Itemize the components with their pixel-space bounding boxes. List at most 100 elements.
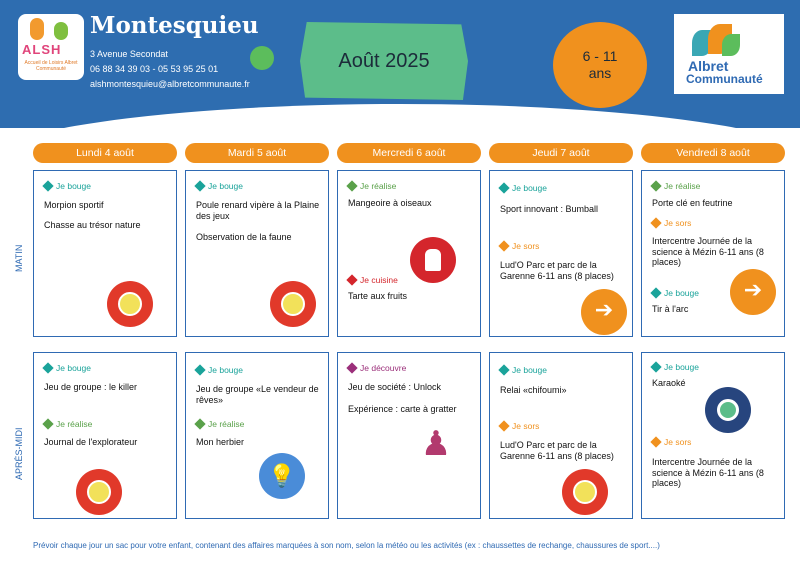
tag-je-bouge: Je bouge [650,361,699,373]
age-unit: ans [588,65,612,81]
tag-je-bouge: Je bouge [194,364,243,376]
tag-je-bouge: Je bouge [650,287,699,299]
activity: Lud'O Parc et parc de la Garenne 6-11 an… [500,260,614,281]
morning-cell-monday: Je bouge Morpion sportif Chasse au tréso… [33,170,177,337]
afternoon-cell-thursday: Je bouge Relai «chifoumi» Je sors Lud'O … [489,352,633,519]
diamond-icon [650,361,662,373]
karaoke-icon [705,387,751,433]
activity: Expérience : carte à gratter [348,404,457,414]
diamond-icon [498,364,510,376]
activity: Observation de la faune [196,232,292,242]
alsh-logo: ALSH Accueil de Loisirs Albret Communaut… [18,14,84,80]
activity: Intercentre Journée de la science à Mézi… [652,457,764,488]
tag-je-realise: Je réalise [650,180,700,192]
activity: Porte clé en feutrine [652,198,733,208]
logo-subtitle: Accueil de Loisirs Albret Communauté [24,60,78,72]
header-banner: ALSH Accueil de Loisirs Albret Communaut… [0,0,800,128]
diamond-icon [194,364,206,376]
day-header-tuesday: Mardi 5 août [185,143,329,163]
diamond-icon [42,180,54,192]
diamond-icon [194,180,206,192]
page-title: Montesquieu [90,12,259,39]
tag-je-realise: Je réalise [42,418,92,430]
tag-je-bouge: Je bouge [42,180,91,192]
albret-community: Communauté [686,72,763,86]
chef-icon [410,237,456,283]
idea-icon [259,453,305,499]
footer-note: Prévoir chaque jour un sac pour votre en… [33,541,660,550]
diamond-icon [42,362,54,374]
diamond-icon [498,240,510,252]
activity: Mangeoire à oiseaux [348,198,432,208]
morning-cell-tuesday: Je bouge Poule renard vipère à la Plaine… [185,170,329,337]
morning-cell-thursday: Je bouge Sport innovant : Bumball Je sor… [489,170,633,337]
kid-figure-icon [30,18,44,40]
tag-je-decouvre: Je découvre [346,362,406,374]
tag-je-bouge: Je bouge [194,180,243,192]
activity: Tir à l'arc [652,304,689,314]
activity: Jeu de société : Unlock [348,382,442,392]
morning-cell-friday: Je réalise Porte clé en feutrine Je sors… [641,170,785,337]
afternoon-cell-friday: Je bouge Karaoké Je sors Intercentre Jou… [641,352,785,519]
tag-je-sors: Je sors [498,240,539,252]
day-header-monday: Lundi 4 août [33,143,177,163]
afternoon-cell-wednesday: Je découvre Jeu de société : Unlock Expé… [337,352,481,519]
exit-icon [581,289,627,335]
age-badge: 6 - 11 ans [553,22,647,108]
tag-je-sors: Je sors [650,217,691,229]
activity: Chasse au trésor nature [44,220,141,230]
diamond-icon [650,287,662,299]
day-header-wednesday: Mercredi 6 août [337,143,481,163]
diamond-icon [346,274,358,286]
leaf-icon [722,34,740,56]
diamond-icon [650,217,662,229]
pawn-icon [413,421,459,467]
activity: Jeu de groupe : le killer [44,382,138,392]
day-header-friday: Vendredi 8 août [641,143,785,163]
kid-figure-icon [54,22,68,40]
diamond-icon [650,180,662,192]
tag-je-realise: Je réalise [346,180,396,192]
activity: Sport innovant : Bumball [500,204,599,214]
tag-je-sors: Je sors [498,420,539,432]
ball-icon [76,469,122,515]
ball-icon [562,469,608,515]
activity: Mon herbier [196,437,245,447]
leaf-icon [692,30,712,56]
afternoon-cell-tuesday: Je bouge Jeu de groupe «Le vendeur de rê… [185,352,329,519]
activity: Intercentre Journée de la science à Mézi… [652,236,764,267]
age-range: 6 - 11 [582,48,618,64]
diamond-icon [194,418,206,430]
day-header-thursday: Jeudi 7 août [489,143,633,163]
albret-name: Albret [688,58,729,74]
diamond-icon [42,418,54,430]
exit-icon [730,269,776,315]
green-dot-decoration [250,46,274,70]
header-wave [0,104,800,128]
activity: Tarte aux fruits [348,291,408,301]
email[interactable]: alshmontesquieu@albretcommunaute.fr [90,79,250,89]
phone-numbers: 06 88 34 39 03 - 05 53 95 25 01 [90,64,219,74]
section-label-morning: MATIN [14,244,24,272]
diamond-icon [498,420,510,432]
tag-je-bouge: Je bouge [42,362,91,374]
tag-je-bouge: Je bouge [498,182,547,194]
ball-icon [270,281,316,327]
diamond-icon [346,362,358,374]
contact-block: 3 Avenue Secondat 06 88 34 39 03 - 05 53… [90,47,250,92]
section-label-afternoon: APRÈS-MIDI [14,427,24,480]
month-label: Août 2025 [300,22,468,100]
activity: Morpion sportif [44,200,104,210]
activity: Karaoké [652,378,686,388]
activity: Jeu de groupe «Le vendeur de rêves» [196,384,319,405]
activity: Relai «chifoumi» [500,385,567,395]
diamond-icon [346,180,358,192]
morning-cell-wednesday: Je réalise Mangeoire à oiseaux Je cuisin… [337,170,481,337]
ball-icon [107,281,153,327]
logo-letters: ALSH [22,42,62,57]
address: 3 Avenue Secondat [90,49,168,59]
albret-logo: Albret Communauté [674,14,784,94]
tag-je-cuisine: Je cuisine [346,274,398,286]
tag-je-realise: Je réalise [194,418,244,430]
tag-je-bouge: Je bouge [498,364,547,376]
